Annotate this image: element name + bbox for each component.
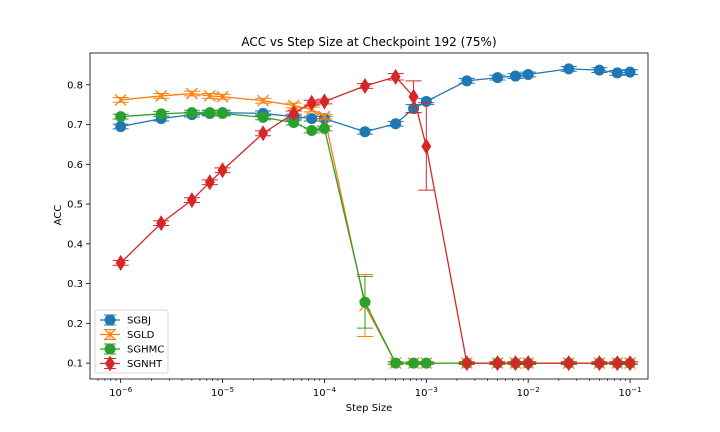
data-point — [522, 68, 534, 80]
data-point — [155, 108, 167, 120]
legend-box — [94, 309, 169, 374]
data-point — [390, 118, 402, 130]
legend-entry-sgbj: SGBJ — [100, 314, 151, 327]
data-point — [115, 111, 127, 123]
legend-label: SGBJ — [127, 316, 151, 327]
legend-marker — [105, 355, 115, 372]
data-point — [216, 90, 229, 103]
data-point — [115, 121, 127, 133]
data-point — [390, 357, 402, 369]
legend-marker — [104, 328, 116, 341]
y-tick-label: 0.2 — [67, 319, 83, 330]
data-point — [203, 89, 216, 102]
data-point — [318, 123, 330, 135]
x-tick-label: 10−3 — [415, 386, 438, 399]
data-point — [523, 355, 534, 372]
data-point — [420, 357, 432, 369]
x-axis: 10−6 10−5 10−4 10−3 10−2 10−1 — [97, 379, 642, 399]
data-point — [217, 107, 229, 119]
data-point — [257, 94, 270, 107]
data-point — [306, 94, 317, 111]
y-axis: 0.1 0.2 0.3 0.4 0.5 0.6 0.7 0.8 — [67, 80, 90, 370]
data-point — [408, 88, 419, 105]
data-point — [492, 355, 503, 372]
data-point — [421, 138, 432, 155]
data-point — [408, 357, 420, 369]
legend-marker — [104, 314, 116, 326]
y-tick-label: 0.6 — [67, 160, 83, 171]
data-point — [204, 174, 215, 191]
legend: SGBJ SGLD SGHMC SGNHT — [94, 309, 169, 374]
data-point — [217, 162, 228, 179]
y-axis-title: ACC — [53, 205, 64, 226]
x-tick-label: 10−4 — [313, 386, 337, 399]
data-point — [612, 355, 623, 372]
x-tick-label: 10−1 — [619, 386, 642, 399]
data-point — [115, 254, 126, 271]
y-tick-label: 0.7 — [67, 120, 83, 131]
data-point — [492, 72, 504, 84]
data-point — [563, 63, 575, 75]
legend-label: SGHMC — [127, 345, 164, 356]
data-point — [186, 107, 198, 119]
legend-label: SGNHT — [127, 359, 163, 370]
y-tick-label: 0.4 — [67, 239, 83, 250]
data-point — [593, 64, 605, 76]
data-point — [390, 68, 401, 85]
data-point — [185, 87, 198, 100]
x-tick-label: 10−6 — [109, 386, 133, 399]
data-point — [288, 117, 300, 129]
legend-marker — [104, 343, 116, 355]
x-tick-label: 10−5 — [211, 386, 234, 399]
data-point — [306, 125, 318, 137]
series-sgbj — [112, 63, 639, 138]
y-tick-label: 0.3 — [67, 279, 83, 290]
x-axis-title: Step Size — [346, 403, 392, 414]
data-point — [461, 355, 472, 372]
data-point — [318, 110, 331, 123]
data-point — [625, 355, 636, 372]
data-point — [114, 93, 127, 106]
legend-entry-sgnht: SGNHT — [100, 355, 163, 372]
data-point — [257, 111, 269, 123]
legend-entry-sgld: SGLD — [100, 328, 155, 341]
data-point — [359, 126, 371, 138]
data-point — [306, 113, 318, 125]
series-line — [120, 76, 631, 364]
chart-title: ACC vs Step Size at Checkpoint 192 (75%) — [241, 35, 496, 49]
y-tick-label: 0.5 — [67, 200, 83, 211]
data-point — [461, 75, 473, 87]
data-point — [509, 70, 521, 82]
data-point — [258, 125, 269, 142]
data-point — [594, 355, 605, 372]
y-tick-label: 0.8 — [67, 80, 83, 91]
plot-area — [112, 63, 639, 372]
series-sgld — [112, 87, 639, 370]
legend-entry-sghmc: SGHMC — [100, 343, 164, 356]
data-point — [319, 93, 330, 110]
data-point — [510, 355, 521, 372]
data-point — [359, 77, 370, 94]
series-sghmc — [112, 107, 639, 369]
data-point — [155, 89, 168, 102]
data-point — [359, 296, 371, 308]
series-line — [120, 68, 631, 133]
data-point — [420, 96, 432, 108]
y-tick-label: 0.1 — [67, 359, 83, 370]
data-point — [204, 107, 216, 119]
series-sgnht — [112, 68, 639, 372]
data-point — [611, 67, 623, 79]
x-tick-label: 10−2 — [517, 386, 540, 399]
plot-frame — [89, 52, 649, 380]
data-point — [563, 355, 574, 372]
data-point — [186, 192, 197, 209]
legend-label: SGLD — [127, 330, 155, 341]
data-point — [288, 105, 299, 122]
data-point — [156, 215, 167, 232]
data-point — [624, 66, 636, 78]
